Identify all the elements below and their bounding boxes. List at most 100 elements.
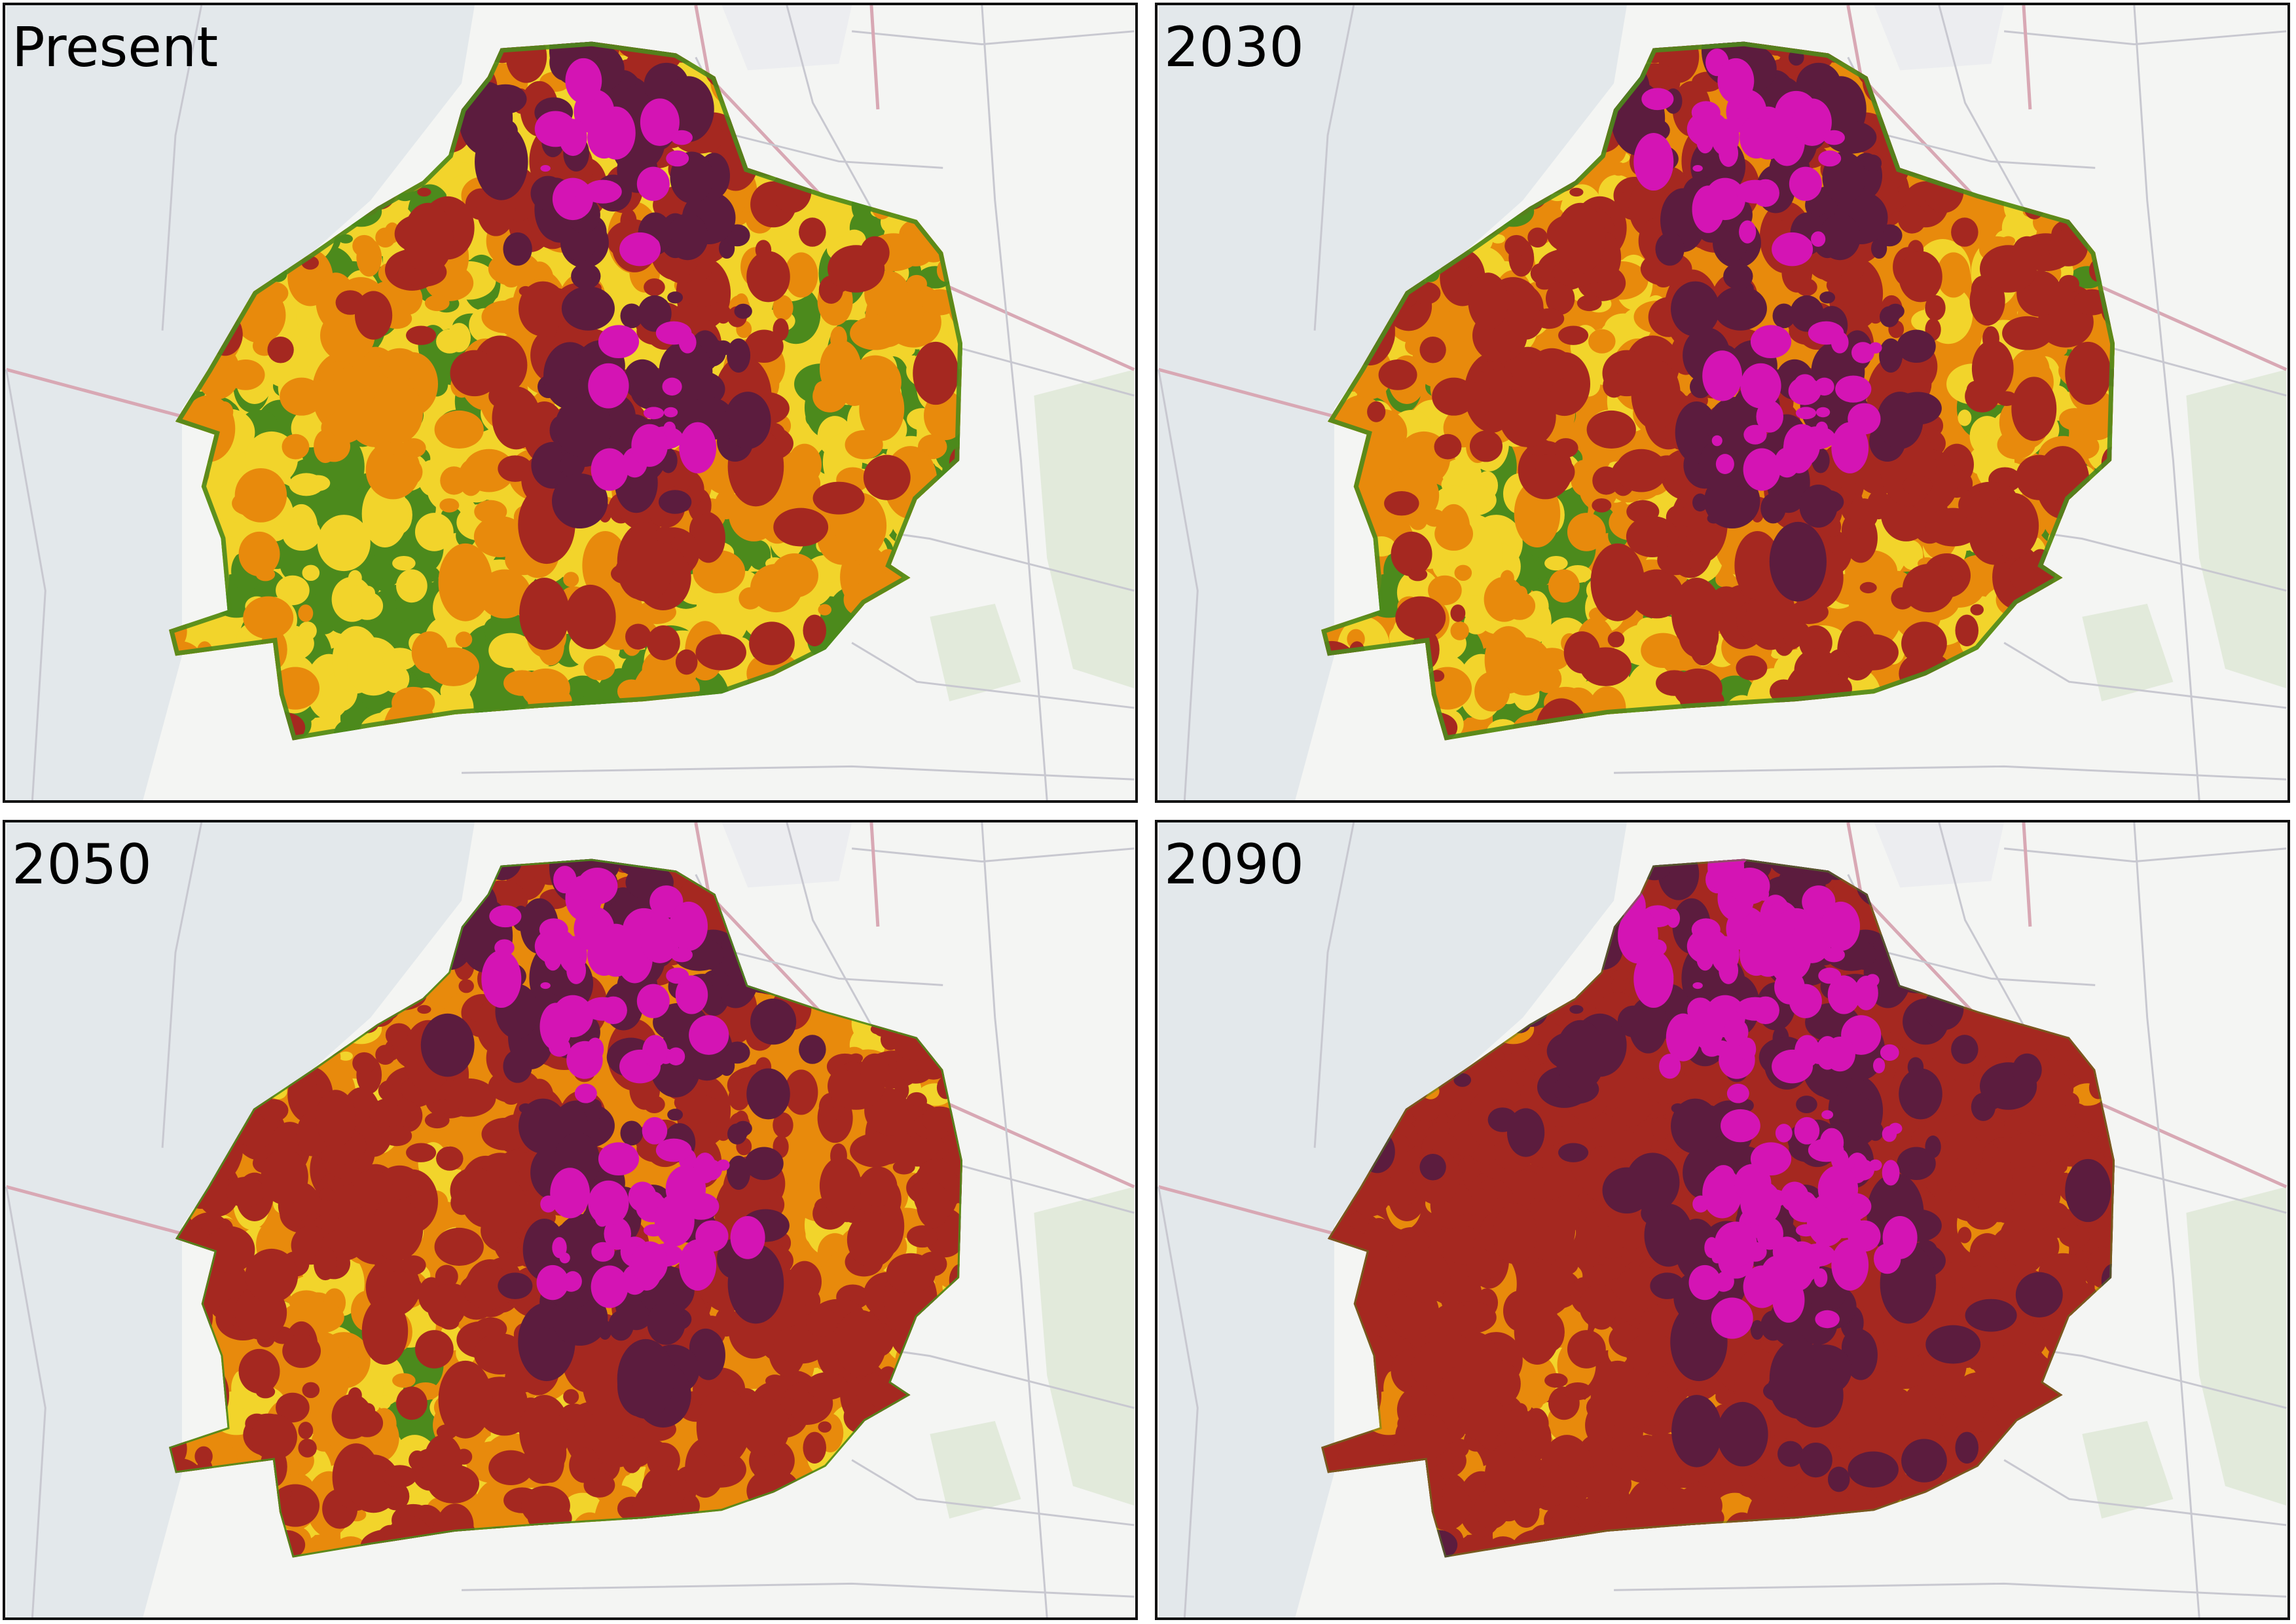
heat-cell-dark: [555, 396, 612, 458]
heat-cell-dark: [1876, 392, 1923, 449]
heat-cell-magenta: [1811, 231, 1826, 247]
heat-cell-orange: [379, 348, 420, 381]
heat-cell-red: [301, 1073, 319, 1087]
heat-cell-red: [1527, 227, 1548, 248]
road-line: [942, 1160, 1135, 1214]
heat-cell-orange: [481, 300, 530, 333]
heat-cell-magenta: [670, 130, 693, 145]
heat-cell-red: [298, 1422, 314, 1439]
heat-cell-red: [450, 1075, 473, 1109]
heat-cell-red: [1378, 360, 1417, 390]
heat-cell-orange: [864, 379, 895, 425]
heat-cell-red: [521, 1485, 570, 1526]
heat-cell-dark: [667, 291, 683, 304]
heat-map-svg: [5, 822, 1135, 1617]
heat-cell-red: [1666, 505, 1690, 529]
coastal-fringe: [169, 41, 963, 741]
heat-cell-red: [1450, 604, 1466, 622]
heat-cell-red: [1471, 371, 1487, 384]
heat-cell-magenta: [1715, 454, 1734, 474]
heat-cell-red: [1531, 348, 1573, 381]
heat-cell-red: [847, 1212, 897, 1268]
heat-cell-red: [1615, 449, 1667, 492]
heat-cell-red: [1468, 272, 1508, 330]
heat-cell-red: [1553, 438, 1578, 458]
heat-cell-orange: [583, 655, 615, 680]
heat-cell-red: [860, 1053, 890, 1086]
heat-cell-red: [1673, 668, 1722, 709]
heat-cell-magenta: [655, 1138, 692, 1162]
heat-cell-red: [1986, 492, 2039, 559]
heat-cell-red: [2012, 236, 2042, 269]
heat-cell-red: [1533, 308, 1565, 329]
heat-cell-red: [784, 1069, 818, 1115]
heat-cell-magenta: [568, 1043, 592, 1074]
heat-cell-red: [883, 1123, 897, 1136]
road-line: [2133, 5, 2200, 800]
heat-cell-red: [1888, 1137, 1904, 1156]
sea-water: [6, 822, 475, 1617]
heat-cell-red: [371, 1199, 424, 1261]
heat-cell-magenta: [730, 1216, 765, 1259]
road-line: [2003, 642, 2287, 709]
heat-cell-orange: [335, 367, 361, 396]
heat-cell-yellow: [435, 447, 458, 471]
heat-cell-red: [261, 1149, 308, 1205]
heat-cell-magenta: [631, 1241, 668, 1284]
forest-area: [2082, 1420, 2174, 1519]
heat-cell-red: [1715, 1389, 1732, 1405]
heat-cell-yellow: [396, 569, 428, 603]
heat-cell-orange: [226, 360, 265, 390]
road-line: [694, 822, 711, 895]
road-line: [851, 1459, 1135, 1526]
heat-cell-red: [519, 578, 570, 650]
heat-cell-magenta: [559, 1252, 570, 1264]
heat-cell-magenta: [1740, 363, 1781, 409]
heat-cell-dark: [1772, 303, 1796, 329]
heat-cell-dark: [1897, 329, 1936, 363]
heat-cell-orange: [392, 1373, 416, 1388]
heat-cell-orange: [298, 604, 314, 622]
heat-cell-orange: [352, 234, 376, 257]
heat-cell-red: [267, 336, 294, 363]
heat-cell-magenta: [670, 947, 693, 963]
road-line: [5, 1187, 46, 1617]
heat-cell-red: [1408, 568, 1428, 581]
heat-cell-magenta: [1719, 182, 1732, 197]
heat-cell-red: [691, 512, 725, 563]
heat-cell-red: [526, 1431, 567, 1475]
heat-cell-red: [644, 278, 665, 296]
forest-area: [2082, 603, 2174, 701]
heat-cell-magenta: [1801, 238, 1813, 255]
heat-cell-magenta: [663, 407, 678, 418]
heat-cell-red: [255, 1385, 276, 1399]
heat-cell-magenta: [596, 106, 636, 160]
heat-cell-red: [361, 1297, 409, 1365]
heat-cell-orange: [1428, 575, 1462, 606]
heat-cell-red: [740, 1397, 790, 1458]
heat-cell-red: [1897, 204, 1927, 234]
heat-cell-dark: [666, 213, 708, 261]
heat-cell-orange: [1529, 1395, 1544, 1410]
heat-cell-red: [1867, 304, 1884, 324]
heat-cell-orange: [2059, 408, 2090, 431]
road-line: [1157, 1187, 1199, 1617]
heat-cell-magenta: [534, 111, 577, 147]
heat-cell-red: [1367, 401, 1386, 422]
heat-cell-red: [564, 584, 616, 650]
heat-cell-orange: [1503, 591, 1536, 620]
sea-water: [1158, 5, 1627, 800]
heat-cell-orange: [428, 647, 480, 686]
heat-cell-orange: [1715, 572, 1732, 587]
heat-cell-orange: [1500, 570, 1514, 586]
heat-cell-red: [850, 1133, 901, 1168]
heat-cell-red: [251, 1414, 297, 1460]
heat-cell-yellow: [338, 1051, 353, 1061]
heat-cell-yellow: [842, 229, 866, 250]
heat-cell-red: [834, 1310, 887, 1376]
heat-cell-red: [2048, 229, 2088, 267]
heat-cell-red: [436, 1146, 464, 1171]
road-line: [1938, 5, 2032, 221]
heat-cell-red: [765, 1375, 785, 1388]
heat-cell-red: [1955, 614, 1979, 646]
